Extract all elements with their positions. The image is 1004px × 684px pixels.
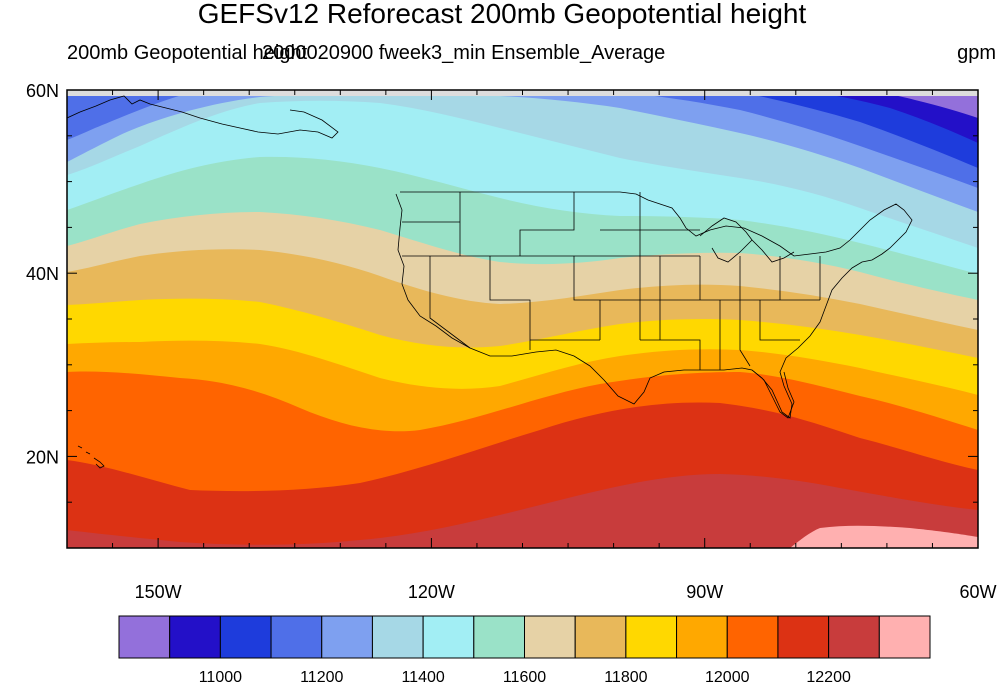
hawaii-islands [77, 445, 105, 469]
lon-label: 60W [959, 582, 996, 602]
lat-label: 60N [26, 81, 59, 101]
colorbar-swatch [574, 615, 627, 659]
contour-fill [67, 90, 978, 548]
colorbar-swatch [777, 615, 830, 659]
lon-label: 120W [408, 582, 455, 602]
colorbar-swatch [828, 615, 880, 659]
colorbar-swatch [422, 615, 475, 659]
map-title: GEFSv12 Reforecast 200mb Geopotential he… [197, 0, 807, 29]
colorbar-swatch [473, 615, 525, 659]
colorbar-swatch [118, 615, 171, 659]
coastlines-and-borders [67, 95, 913, 469]
colorbar-swatch [270, 615, 323, 659]
state-lines [402, 192, 821, 370]
variable-subtitle: 200mb Geopotential height [67, 42, 308, 64]
colorbar-swatch [878, 615, 931, 659]
colorbar-label: 11000 [199, 669, 242, 684]
lat-label: 40N [26, 264, 59, 284]
alaska-coast [67, 95, 339, 139]
colorbar-label: 11400 [401, 669, 444, 684]
florida-coast [751, 369, 795, 419]
run-subtitle: 2000020900 fweek3_min Ensemble_Average [262, 42, 666, 64]
units-label: gpm [957, 42, 996, 64]
axis-ticks [66, 89, 979, 549]
colorbar-label: 12000 [705, 669, 750, 684]
us-border-coast [395, 191, 913, 419]
lon-label: 90W [686, 582, 723, 602]
great-lakes [699, 217, 795, 263]
colorbar-label: 11800 [604, 669, 647, 684]
colorbar-swatch [371, 615, 424, 659]
colorbar-swatch [676, 615, 728, 659]
colorbar-swatch [524, 615, 576, 659]
colorbar-label: 11600 [503, 669, 546, 684]
colorbar-swatch [219, 615, 272, 659]
band-10950 [870, 90, 978, 118]
band-11300 [67, 90, 978, 212]
colorbar: 11000 11200 11400 11600 11800 12000 12200 [118, 615, 931, 684]
axis-labels: 60N 40N 20N 150W 120W 90W 60W [26, 81, 997, 602]
colorbar-swatch [169, 615, 221, 659]
colorbar-label: 12200 [806, 669, 851, 684]
lat-label: 20N [26, 447, 59, 467]
colorbar-swatch [625, 615, 678, 659]
band-12300 [790, 525, 978, 548]
colorbar-label: 11200 [300, 669, 343, 684]
colorbar-swatch [726, 615, 779, 659]
colorbar-swatch [321, 615, 373, 659]
lon-label: 150W [135, 582, 182, 602]
